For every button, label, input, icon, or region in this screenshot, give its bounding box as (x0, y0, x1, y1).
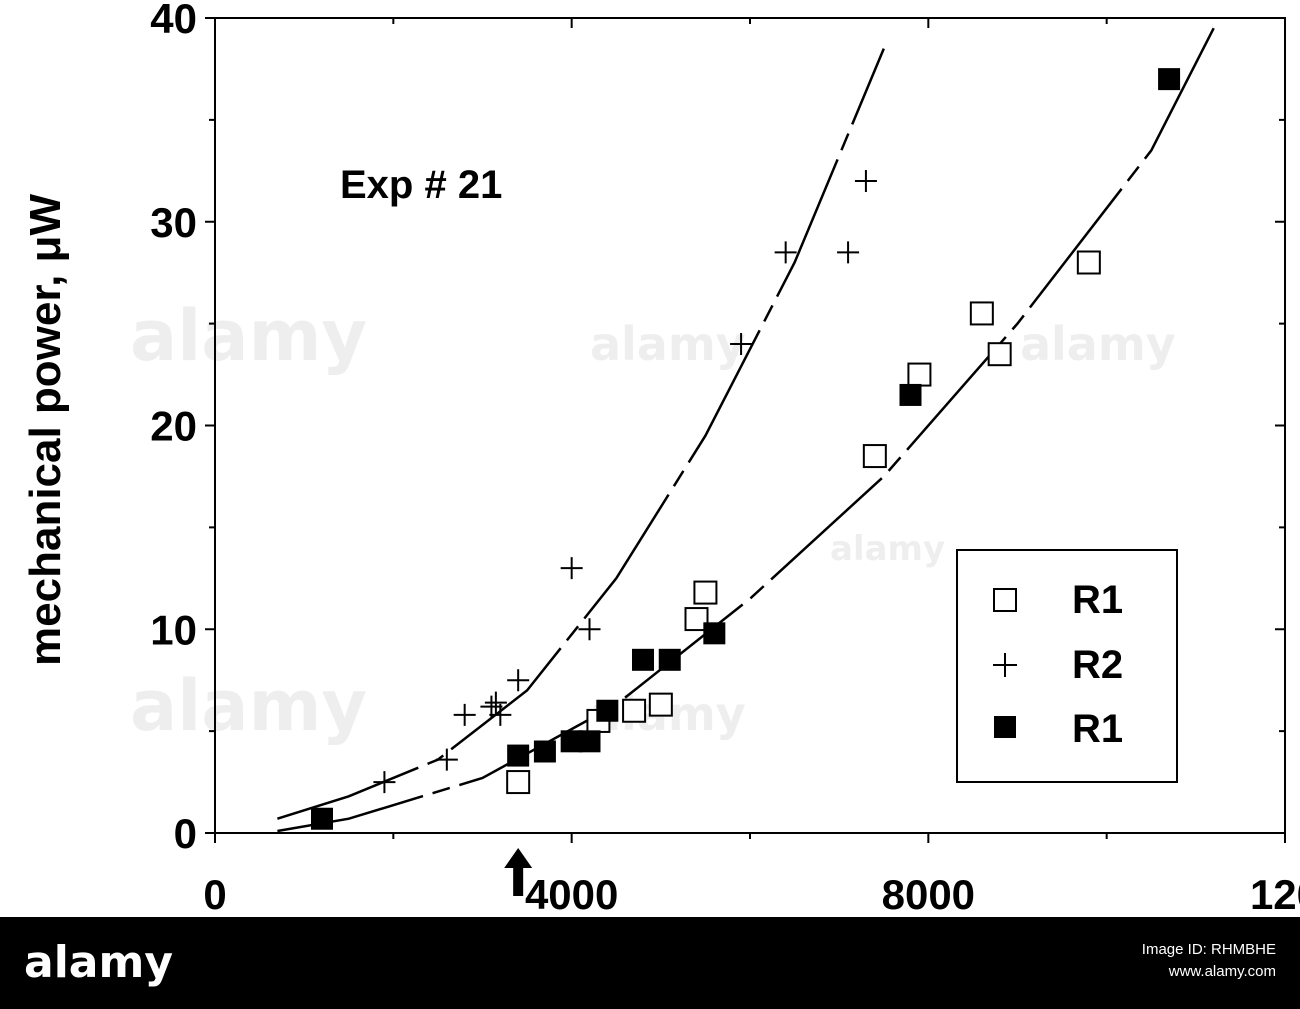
point-r1-filled (1158, 68, 1181, 91)
y-axis-label: mechanical power, μW (21, 194, 70, 666)
point-r2-plus (854, 170, 877, 192)
point-r1-filled (507, 744, 530, 767)
point-r1-open (907, 362, 932, 387)
image-id-block: Image ID: RHMBHE www.alamy.com (1142, 939, 1276, 983)
point-r2-plus (484, 691, 507, 714)
fit-curves (277, 27, 1215, 833)
point-r1-filled (632, 648, 654, 671)
point-r1-filled (658, 648, 681, 671)
point-r1-filled (533, 740, 556, 763)
x-tick-label: 0 (203, 871, 226, 917)
legend-box (956, 549, 1178, 783)
point-r2-plus (578, 618, 601, 641)
footer-bar: alamy Image ID: RHMBHE www.alamy.com (0, 917, 1300, 1009)
watermark-text: alamy (590, 317, 746, 371)
image-id-text: Image ID: RHMBHE (1141, 941, 1276, 958)
arrow-head (504, 848, 533, 868)
point-r1-open (987, 342, 1012, 367)
point-r2-plus (774, 241, 797, 264)
point-r1-open (969, 301, 994, 326)
experiment-label: Exp # 21 (340, 163, 502, 207)
chart: alamyalamyalamyalamyalamyalamyalamy 0102… (21, 0, 1300, 917)
point-r2-plus (730, 333, 753, 355)
legend-open-square-icon (993, 588, 1017, 612)
y-tick-label: 10 (150, 606, 197, 653)
watermark-text: alamy (130, 665, 367, 747)
watermark-text: alamy (830, 529, 945, 569)
point-r2-plus (373, 771, 396, 794)
legend: R1 R2 R1 (956, 549, 1178, 783)
point-r1-filled (578, 730, 601, 753)
tick-labels: 0 10 20 30 40 0 4000 8000 120 (150, 0, 1300, 917)
point-r2-plus (435, 748, 458, 771)
point-r2-plus (453, 703, 476, 726)
point-r1-open (862, 444, 887, 469)
point-r1-open (1076, 250, 1101, 275)
x-tick-label: 4000 (525, 871, 618, 917)
legend-label-r1-filled: R1 (1072, 707, 1123, 751)
point-r2-plus (837, 241, 860, 264)
point-r1-open (693, 580, 718, 605)
data-points (311, 68, 1181, 830)
watermark-text: alamy (130, 295, 367, 377)
point-r1-open (622, 698, 647, 723)
point-r1-filled (703, 622, 726, 645)
x-tick-label: 8000 (882, 871, 975, 917)
point-r2-plus (507, 669, 530, 692)
y-tick-label: 0 (174, 810, 197, 857)
legend-filled-square-icon (994, 716, 1016, 738)
point-r1-filled (560, 730, 583, 753)
point-r1-filled (596, 699, 619, 722)
point-r1-filled (899, 383, 922, 406)
brand-logo: alamy (24, 937, 173, 988)
arrow-marker-icon (504, 848, 533, 896)
x-tick-label: 120 (1250, 871, 1300, 917)
plot-frame (205, 17, 1286, 843)
point-r2-plus (489, 703, 512, 726)
point-r1-filled (311, 807, 333, 830)
y-tick-label: 40 (150, 0, 197, 42)
fit-curve-r2 (277, 48, 885, 820)
legend-label-r2: R2 (1072, 643, 1123, 687)
site-url: www.alamy.com (1168, 963, 1276, 980)
point-r1-open (648, 692, 673, 717)
legend-plus-icon (993, 653, 1017, 677)
watermark-text: alamy (1020, 317, 1176, 371)
y-tick-label: 20 (150, 403, 197, 450)
fit-curve-r1 (277, 27, 1215, 833)
point-r1-open (506, 770, 531, 795)
point-r1-open (684, 607, 709, 632)
arrow-shaft (513, 866, 524, 896)
legend-label-r1-open: R1 (1072, 578, 1123, 622)
point-r2-plus (560, 557, 583, 580)
y-tick-label: 30 (150, 199, 197, 246)
